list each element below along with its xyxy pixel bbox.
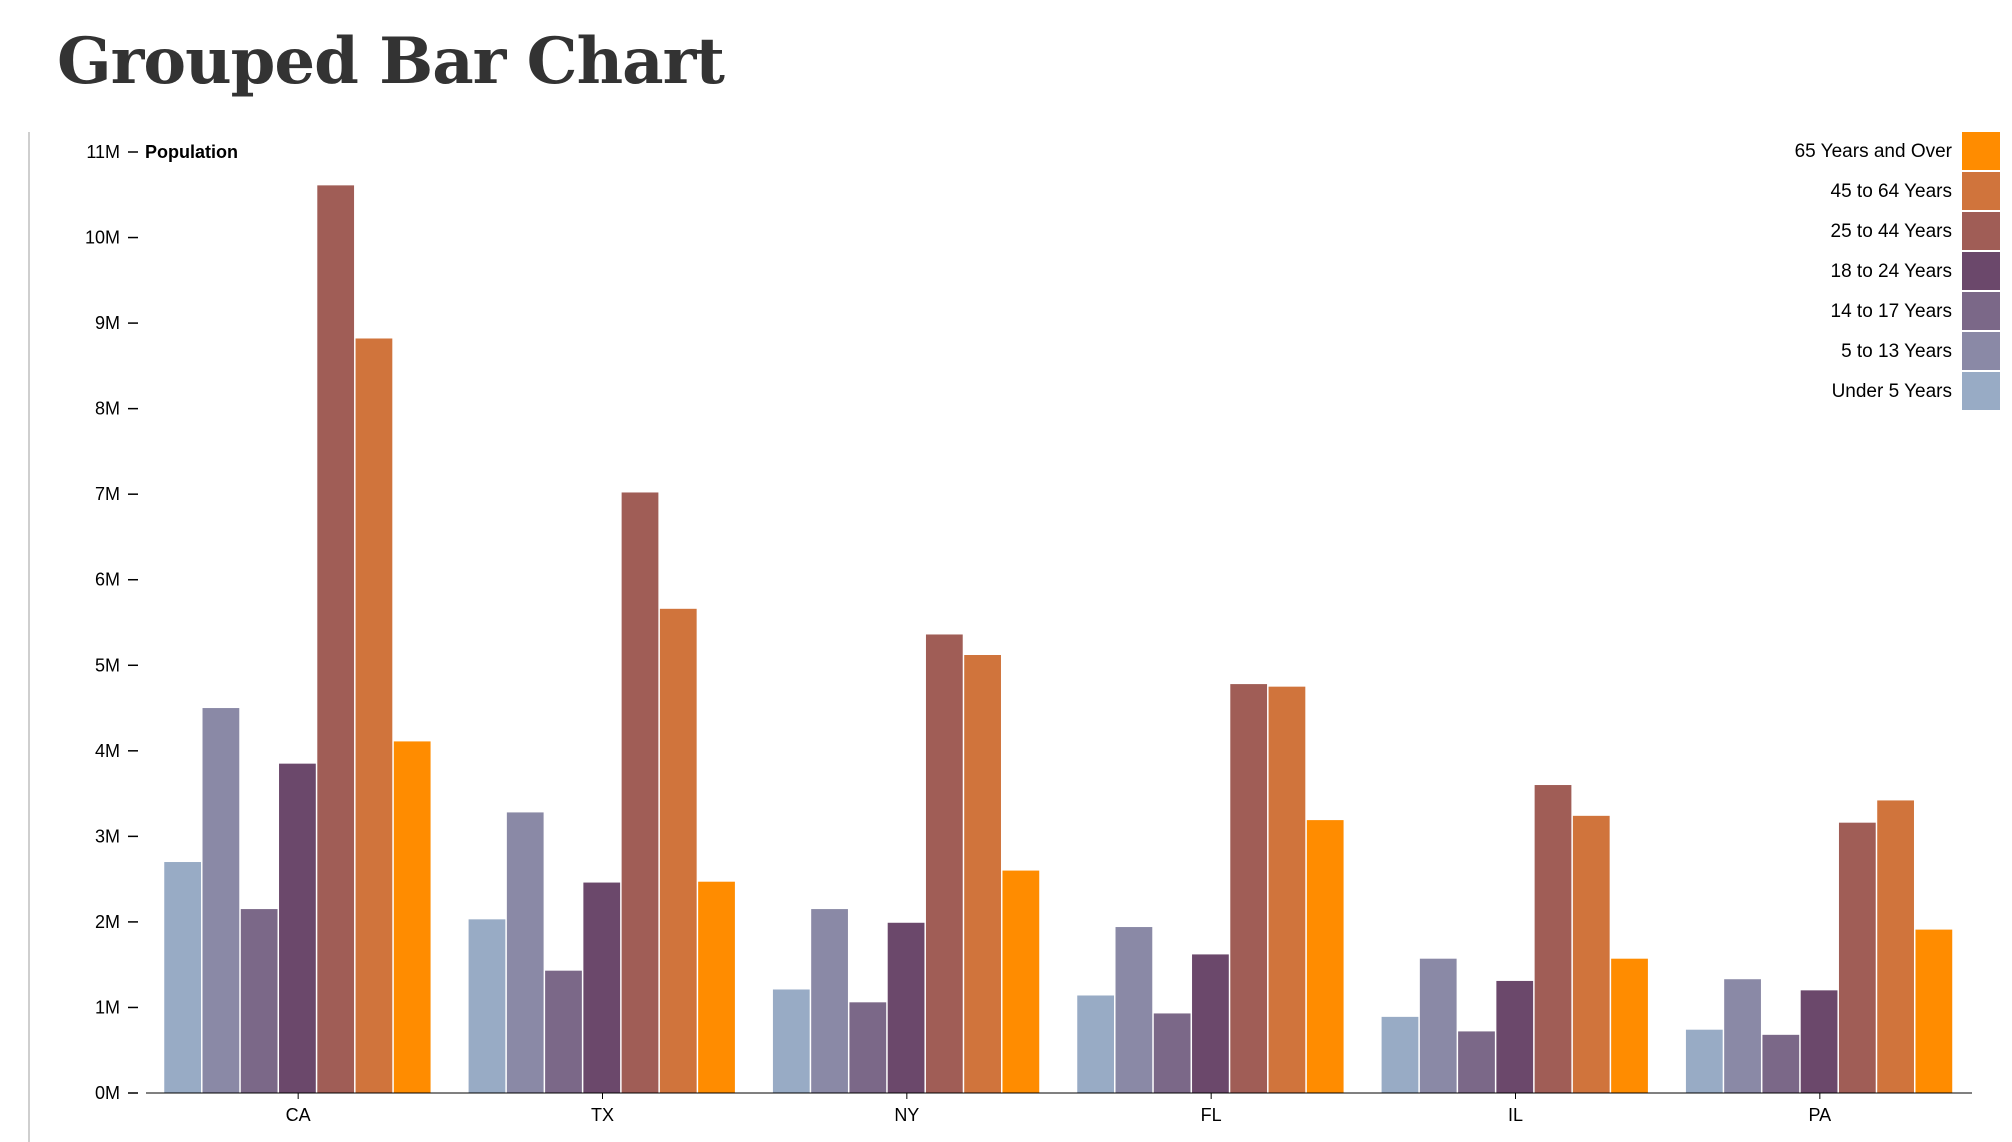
y-tick-label: 3M [95,826,120,846]
bar-ca-1 [164,862,202,1093]
y-tick-label: 8M [95,399,120,419]
bar-pa-6 [1877,800,1914,1093]
bar-ca-4 [279,763,316,1093]
y-tick-label: 6M [95,570,120,590]
legend-label: 25 to 44 Years [1831,221,1953,242]
bar-ny-7 [1002,870,1040,1093]
bar-tx-1 [468,919,506,1093]
y-tick-label: 1M [95,997,120,1017]
bar-pa-3 [1762,1034,1800,1093]
bar-il-7 [1611,958,1648,1093]
chart-container: 0M 1M 2M 3M 4M 5M 6M 7M 8M 9M 10M 11M Population CA TX… [28,132,2012,1142]
legend-label: 65 Years and Over [1795,141,1953,162]
y-tick-label: 4M [95,741,120,761]
bar-ny-1 [772,989,810,1093]
x-tick-label: FL [1201,1105,1222,1125]
bar-il-1 [1381,1016,1419,1093]
legend-label: 5 to 13 Years [1841,341,1952,362]
legend-swatch [1962,132,2000,170]
legend-label: 14 to 17 Years [1831,301,1953,322]
bar-pa-4 [1800,990,1838,1093]
y-tick-label: 2M [95,912,120,932]
legend-swatch [1962,372,2000,410]
bar-ca-3 [240,909,278,1093]
legend-swatch [1962,212,2000,250]
bar-ny-2 [811,909,848,1093]
bar-fl-2 [1115,927,1153,1093]
bar-tx-3 [545,970,582,1093]
bar-fl-3 [1153,1013,1191,1093]
legend-swatch [1962,252,2000,290]
y-axis-label: Population [145,142,238,162]
bar-ca-2 [202,708,240,1093]
bar-fl-7 [1306,820,1344,1093]
bar-fl-5 [1230,684,1268,1093]
bar-tx-7 [698,881,735,1093]
bar-il-5 [1534,785,1572,1093]
page-title: Grouped Bar Chart [57,24,725,99]
bar-fl-4 [1192,954,1229,1093]
x-tick-label: NY [894,1105,919,1125]
y-tick-label: 9M [95,313,120,333]
legend-label: 18 to 24 Years [1831,261,1953,282]
x-tick-label: PA [1808,1105,1831,1125]
y-tick-label: 0M [95,1083,120,1103]
x-tick-label: TX [591,1105,614,1125]
y-tick-label: 5M [95,655,120,675]
bar-fl-6 [1268,686,1306,1093]
legend-swatch [1962,292,2000,330]
bar-ny-6 [964,655,1001,1093]
bar-il-3 [1458,1031,1495,1093]
bar-tx-5 [621,492,659,1093]
bar-ca-6 [355,338,393,1093]
x-tick-label: IL [1508,1105,1523,1125]
bar-pa-2 [1724,979,1761,1093]
y-tick-label: 7M [95,484,120,504]
legend-label: Under 5 Years [1832,381,1952,402]
bar-ny-5 [925,634,963,1093]
bar-il-2 [1419,958,1457,1093]
bar-il-4 [1496,980,1534,1093]
bar-tx-2 [506,812,544,1093]
bar-il-6 [1572,815,1610,1093]
bar-pa-5 [1838,822,1876,1093]
x-tick-label: CA [286,1105,311,1125]
y-tick-label: 10M [85,228,120,248]
bar-pa-7 [1915,929,1953,1093]
legend-swatch [1962,332,2000,370]
bar-tx-6 [659,608,697,1093]
grouped-bar-chart: 0M 1M 2M 3M 4M 5M 6M 7M 8M 9M 10M 11M Population CA TX… [85,132,2000,1125]
bar-ca-5 [317,185,355,1093]
bar-ca-7 [393,741,431,1093]
bar-tx-4 [583,882,621,1093]
legend-swatch [1962,172,2000,210]
bar-fl-1 [1077,995,1115,1093]
bar-ny-4 [887,922,925,1093]
bar-pa-1 [1685,1029,1723,1093]
y-tick-label: 11M [86,142,120,162]
legend-label: 45 to 64 Years [1831,181,1953,202]
bar-ny-3 [849,1002,887,1093]
